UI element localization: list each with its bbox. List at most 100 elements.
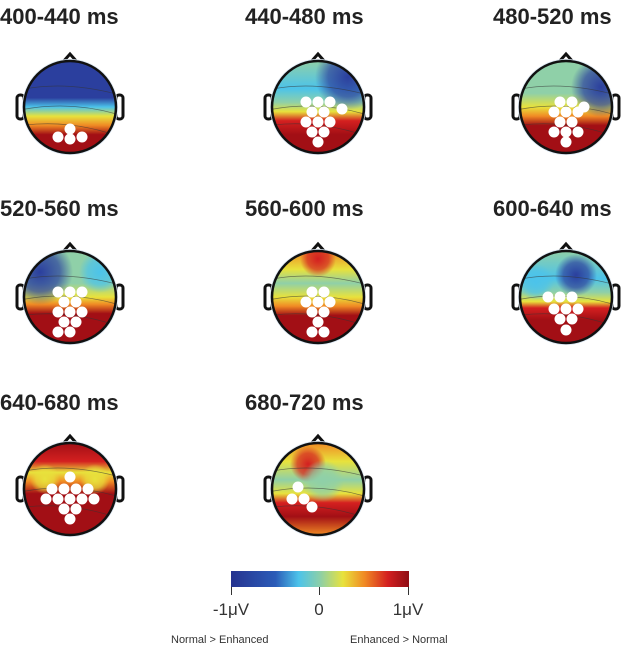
- map-title: 600-640 ms: [493, 196, 612, 221]
- significant-electrode: [572, 303, 584, 315]
- significant-electrode: [52, 306, 64, 318]
- significant-electrode: [318, 286, 330, 298]
- colorbar-tick: [319, 587, 320, 595]
- significant-electrode: [560, 106, 572, 118]
- significant-electrode: [318, 306, 330, 318]
- colorbar-tick: [408, 587, 409, 595]
- colorbar-right-caption: Enhanced > Normal: [350, 634, 448, 646]
- significant-electrode: [318, 106, 330, 118]
- colorbar-min-label: -1μV: [212, 600, 250, 619]
- significant-electrode: [64, 471, 76, 483]
- head-outline: [270, 441, 366, 537]
- topomap-head: [263, 241, 373, 345]
- significant-electrode: [76, 286, 88, 298]
- significant-electrode: [70, 483, 82, 495]
- significant-electrode: [324, 116, 336, 128]
- significant-electrode: [64, 493, 76, 505]
- significant-electrode: [548, 126, 560, 138]
- map-title: 640-680 ms: [0, 390, 119, 415]
- colorbar-max-label: 1μV: [392, 600, 424, 619]
- significant-electrode: [70, 296, 82, 308]
- significant-electrode: [64, 123, 76, 135]
- significant-electrode: [58, 483, 70, 495]
- significant-electrode: [300, 96, 312, 108]
- significant-electrode: [312, 296, 324, 308]
- significant-electrode: [64, 326, 76, 338]
- map-title: 560-600 ms: [245, 196, 364, 221]
- significant-electrode: [46, 483, 58, 495]
- head-outline: [22, 441, 118, 537]
- significant-electrode: [52, 286, 64, 298]
- topomap-head: [15, 433, 125, 537]
- significant-electrode: [548, 303, 560, 315]
- topomap-head: [511, 51, 621, 155]
- topomap-head: [15, 241, 125, 345]
- significant-electrode: [312, 316, 324, 328]
- significant-electrode: [560, 303, 572, 315]
- significant-electrode: [306, 286, 318, 298]
- significant-electrode: [70, 503, 82, 515]
- significant-electrode: [306, 106, 318, 118]
- head-outline: [518, 59, 614, 155]
- significant-electrode: [554, 291, 566, 303]
- significant-electrode: [300, 296, 312, 308]
- head-outline: [270, 59, 366, 155]
- topomap-head: [263, 433, 373, 537]
- significant-electrode: [324, 296, 336, 308]
- colorbar: [231, 571, 409, 587]
- significant-electrode: [318, 126, 330, 138]
- significant-electrode: [306, 306, 318, 318]
- significant-electrode: [542, 291, 554, 303]
- significant-electrode: [306, 501, 318, 513]
- significant-electrode: [560, 126, 572, 138]
- significant-electrode: [40, 493, 52, 505]
- head-outline: [518, 249, 614, 345]
- significant-electrode: [64, 286, 76, 298]
- significant-electrode: [560, 324, 572, 336]
- significant-electrode: [82, 483, 94, 495]
- topomap-head: [15, 51, 125, 155]
- significant-electrode: [566, 96, 578, 108]
- significant-electrode: [554, 96, 566, 108]
- significant-electrode: [566, 116, 578, 128]
- significant-electrode: [548, 106, 560, 118]
- significant-electrode: [70, 316, 82, 328]
- map-title: 520-560 ms: [0, 196, 119, 221]
- colorbar-left-caption: Normal > Enhanced: [171, 634, 269, 646]
- map-title: 440-480 ms: [245, 4, 364, 29]
- colorbar-tick: [231, 587, 232, 595]
- significant-electrode: [306, 326, 318, 338]
- topomap-head: [511, 241, 621, 345]
- significant-electrode: [336, 103, 348, 115]
- significant-electrode: [566, 313, 578, 325]
- significant-electrode: [64, 306, 76, 318]
- colorbar-mid-label: 0: [314, 600, 324, 619]
- significant-electrode: [52, 493, 64, 505]
- significant-electrode: [312, 116, 324, 128]
- significant-electrode: [292, 481, 304, 493]
- significant-electrode: [312, 136, 324, 148]
- significant-electrode: [52, 326, 64, 338]
- topomap-head: [263, 51, 373, 155]
- significant-electrode: [298, 493, 310, 505]
- significant-electrode: [572, 126, 584, 138]
- head-outline: [270, 249, 366, 345]
- significant-electrode: [52, 131, 64, 143]
- significant-electrode: [64, 513, 76, 525]
- significant-electrode: [88, 493, 100, 505]
- significant-electrode: [312, 96, 324, 108]
- significant-electrode: [58, 316, 70, 328]
- significant-electrode: [300, 116, 312, 128]
- significant-electrode: [306, 126, 318, 138]
- significant-electrode: [58, 503, 70, 515]
- significant-electrode: [554, 116, 566, 128]
- significant-electrode: [554, 313, 566, 325]
- map-title: 480-520 ms: [493, 4, 612, 29]
- significant-electrode: [76, 131, 88, 143]
- significant-electrode: [572, 106, 584, 118]
- significant-electrode: [318, 326, 330, 338]
- significant-electrode: [76, 493, 88, 505]
- map-title: 400-440 ms: [0, 4, 119, 29]
- map-title: 680-720 ms: [245, 390, 364, 415]
- head-outline: [22, 249, 118, 345]
